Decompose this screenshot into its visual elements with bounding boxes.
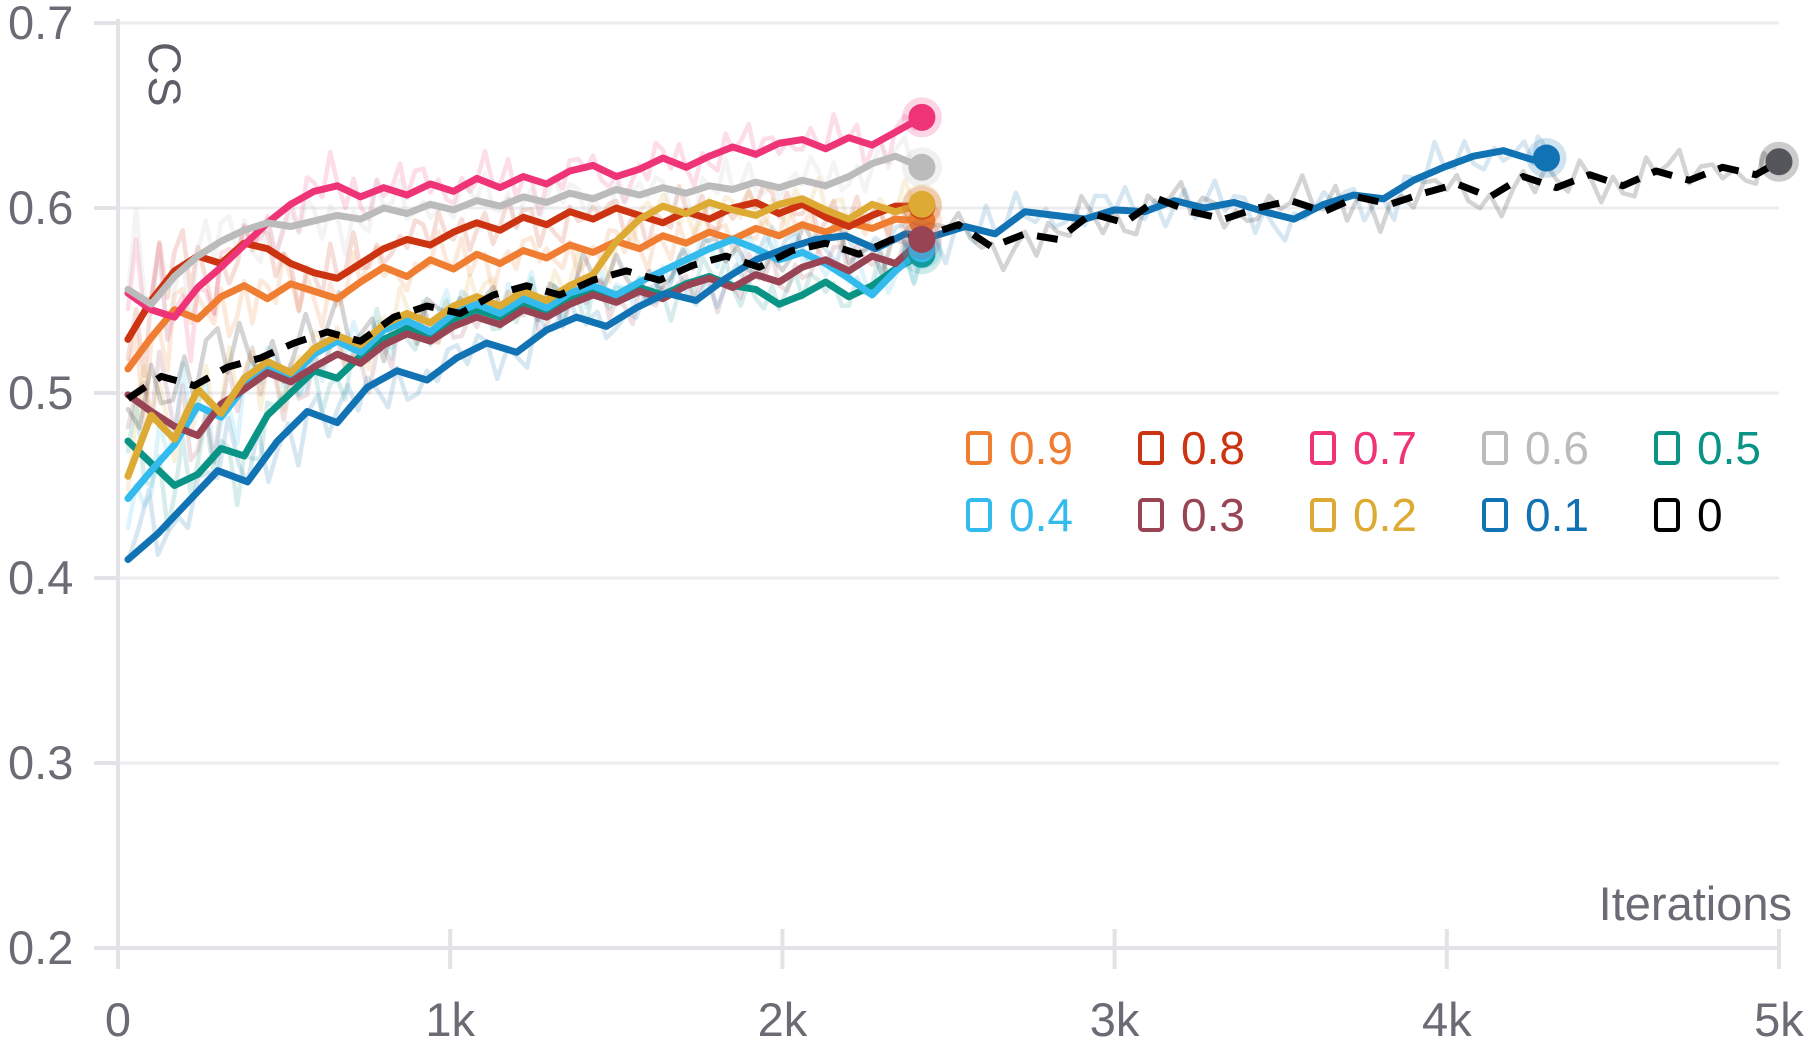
series-line-0.8 (124, 198, 926, 343)
legend-label: 0.9 (1009, 422, 1073, 474)
y-tick-label: 0.6 (8, 181, 74, 234)
legend-swatch-icon (1310, 498, 1336, 532)
legend-label: 0.8 (1181, 422, 1245, 474)
series-line-0.2 (124, 195, 926, 480)
legend-item-0.8[interactable]: 0.8 (1138, 420, 1245, 476)
endpoint-dot-0.3 (908, 225, 936, 253)
legend-item-0.2[interactable]: 0.2 (1310, 487, 1417, 543)
endpoint-dot-0.7 (908, 103, 936, 131)
legend-label: 0.1 (1525, 489, 1589, 541)
legend-item-0.6[interactable]: 0.6 (1482, 420, 1589, 476)
legend-label: 0.7 (1353, 422, 1417, 474)
x-tick-label: 5k (1754, 993, 1804, 1046)
series-line-0.7 (124, 113, 926, 321)
legend-item-0.4[interactable]: 0.4 (966, 487, 1073, 543)
legend-label: 0.5 (1697, 422, 1761, 474)
legend-swatch-icon (1482, 498, 1508, 532)
y-tick-label: 0.3 (8, 736, 74, 789)
series-line-0 (126, 158, 1781, 402)
legend-item-0.7[interactable]: 0.7 (1310, 420, 1417, 476)
legend-swatch-icon (1482, 431, 1508, 465)
endpoint-dot-0.2 (908, 190, 936, 218)
legend-item-0.1[interactable]: 0.1 (1482, 487, 1589, 543)
legend-label: 0.6 (1525, 422, 1589, 474)
legend-swatch-icon (966, 431, 992, 465)
x-tick-label: 4k (1421, 993, 1472, 1046)
legend-swatch-icon (1310, 431, 1336, 465)
y-tick-label: 0.2 (8, 921, 74, 974)
series-line-0.1 (124, 147, 1550, 563)
legend-item-0.3[interactable]: 0.3 (1138, 487, 1245, 543)
endpoint-dot-0 (1765, 148, 1793, 176)
x-tick-label: 0 (104, 993, 132, 1046)
legend-label: 0.3 (1181, 489, 1245, 541)
x-tick-label: 3k (1089, 993, 1140, 1046)
y-axis-title: CS (139, 42, 190, 109)
legend-label: 0 (1697, 489, 1723, 541)
series-line-0.4 (124, 235, 926, 502)
series-line-0.5 (124, 250, 926, 489)
legend-swatch-icon (1654, 498, 1680, 532)
legend-swatch-icon (1138, 431, 1164, 465)
x-axis-title: Iterations (1598, 877, 1792, 930)
endpoint-dot-0.6 (908, 153, 936, 181)
legend-label: 0.2 (1353, 489, 1417, 541)
series-raw-0.3 (125, 234, 925, 464)
series-line-0.6 (124, 152, 926, 308)
legend-swatch-icon (966, 498, 992, 532)
x-tick-label: 2k (757, 993, 808, 1046)
legend-item-0[interactable]: 0 (1654, 487, 1723, 543)
y-tick-label: 0.4 (8, 551, 74, 604)
legend-swatch-icon (1654, 431, 1680, 465)
x-tick-label: 1k (425, 993, 475, 1046)
legend-swatch-icon (1138, 498, 1164, 532)
series-line-0.9 (124, 215, 926, 373)
legend-item-0.5[interactable]: 0.5 (1654, 420, 1761, 476)
y-tick-label: 0.5 (8, 366, 74, 419)
legend-item-0.9[interactable]: 0.9 (966, 420, 1073, 476)
series-line-0.3 (124, 235, 926, 440)
endpoint-dot-0.1 (1532, 144, 1560, 172)
y-tick-label: 0.7 (8, 0, 74, 49)
legend-label: 0.4 (1009, 489, 1073, 541)
